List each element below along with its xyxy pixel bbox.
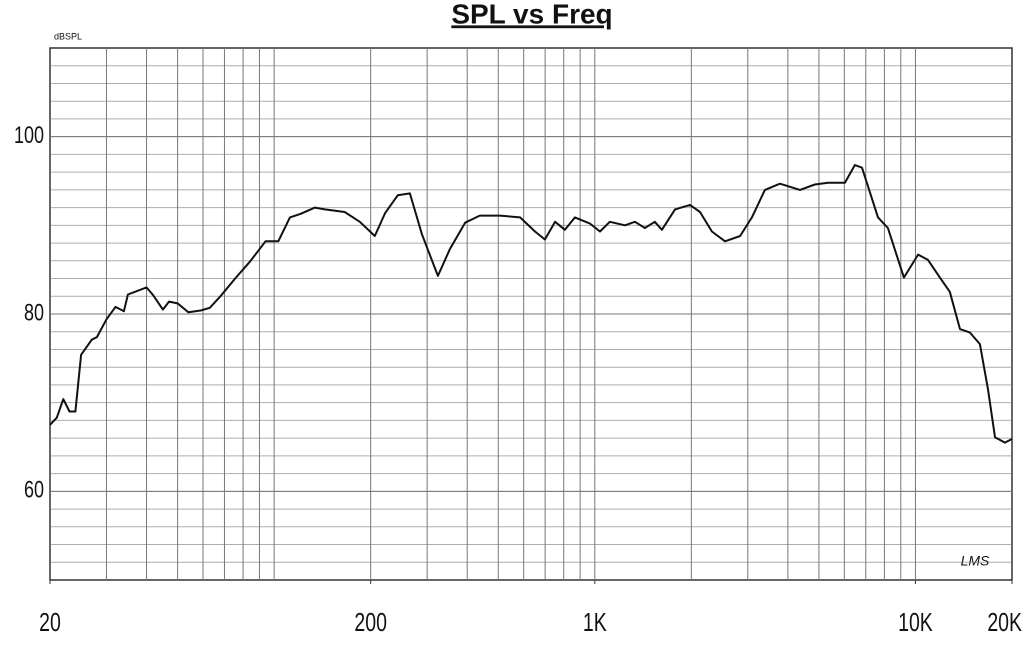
annotation: LMS	[961, 553, 990, 569]
x-tick-label: 10K	[898, 607, 933, 636]
chart-title: SPL vs Freq	[451, 0, 612, 29]
x-tick-label: 20	[39, 607, 61, 636]
x-tick-label: 20K	[987, 607, 1022, 636]
x-tick-label: 1K	[583, 607, 607, 636]
y-axis-label: dBSPL	[54, 31, 82, 41]
spl-curve	[49, 164, 1013, 444]
y-tick-label: 100	[14, 123, 44, 149]
y-tick-label: 60	[24, 477, 44, 503]
x-tick-label: 200	[354, 607, 387, 636]
y-tick-label: 80	[24, 300, 44, 326]
